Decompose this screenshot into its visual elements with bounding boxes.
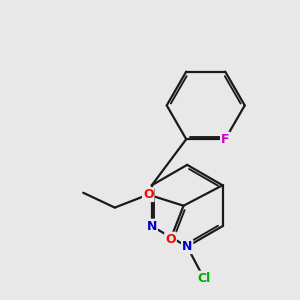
Text: N: N xyxy=(182,240,192,253)
Text: O: O xyxy=(143,188,154,201)
Text: Cl: Cl xyxy=(197,272,211,285)
Text: O: O xyxy=(165,233,176,246)
Text: N: N xyxy=(147,220,157,233)
Text: F: F xyxy=(221,133,230,146)
